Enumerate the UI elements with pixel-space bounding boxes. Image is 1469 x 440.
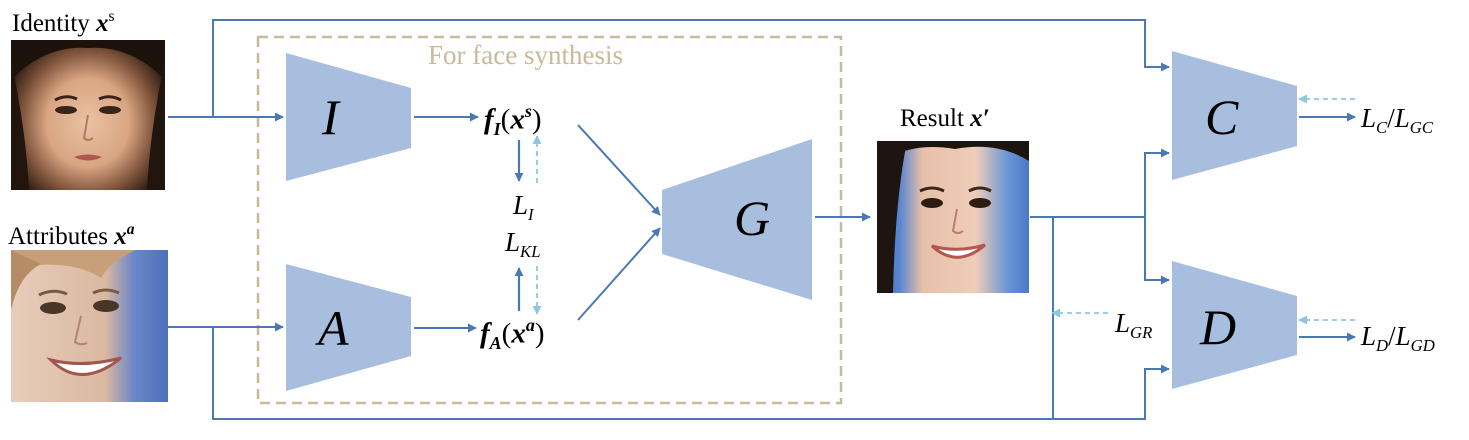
classifier-block [1172,51,1297,180]
attributes-photo [11,250,168,402]
attribute-encoder-block [286,264,411,391]
reconstruction-loss-label: LGR [1115,310,1152,342]
discriminator-loss-L1: L [1361,321,1377,351]
attribute-feature-open: ( [501,317,512,350]
identity-encoder-block [286,53,411,181]
discriminator-loss-sub2: GD [1410,335,1435,355]
identity-photo [11,40,165,190]
identity-loss-label: LI [513,192,534,224]
reconstruction-loss-sub: GR [1130,322,1153,342]
identity-to-classifier-arrow [212,19,1170,117]
discriminator-loss-slash: / [1388,321,1396,351]
identity-input-label: Identity xs [12,9,115,36]
identity-loss-L: L [513,190,529,220]
reconstruction-loss-L: L [1115,308,1131,338]
discriminator-loss-sub1: D [1376,335,1389,355]
face-synthesis-region [256,35,843,405]
attribute-to-discriminator-arrow [212,327,1170,420]
classifier-letter: C [1205,89,1239,145]
attribute-feature-f: f [480,317,490,350]
generator-letter: G [734,190,771,246]
identity-face-icon [11,40,165,190]
attributes-face-icon [11,250,136,376]
identity-feature-arg: x [510,103,525,136]
identity-symbol-sup: s [108,8,115,25]
attributes-symbol-sup: a [126,221,135,238]
identity-feature-close: ) [531,103,542,136]
classifier-loss-label: LC/LGC [1361,105,1433,137]
identity-encoder-letter: I [322,89,339,145]
identity-symbol: x [96,10,109,38]
discriminator-loss-label: LD/LGD [1361,323,1435,355]
classifier-loss-sub2: GC [1409,117,1433,137]
attributes-input-label: Attributes xa [8,222,135,249]
classifier-loss-sub1: C [1376,117,1388,137]
result-symbol: x′ [970,105,990,132]
result-face-icon [877,141,1029,293]
generator-block [662,139,812,300]
discriminator-letter: D [1200,299,1237,355]
identity-feature-f: f [484,103,494,136]
discriminator-block [1172,261,1297,389]
identity-label-text: Identity [12,10,90,38]
identity-feature-open: ( [500,103,511,136]
result-to-discriminator-arrow [1144,217,1170,285]
kl-loss-sub: KL [520,241,541,261]
identity-feature-to-generator-arrow [577,124,661,216]
attribute-feature-arg: x [511,317,526,350]
classifier-loss-slash: / [1387,103,1395,133]
identity-feature-f-sub: I [493,118,501,139]
classifier-loss-L2: L [1394,103,1410,133]
result-label-text: Result [900,105,964,132]
attribute-feature-to-generator-arrow [577,227,661,321]
attribute-feature-label: fA(xa) [480,316,545,352]
identity-feature-arg-sup: s [524,101,532,121]
attribute-encoder-letter: A [318,300,349,356]
identity-feature-label: fI(xs) [484,102,542,138]
classifier-loss-L1: L [1361,103,1377,133]
kl-loss-L: L [505,227,521,257]
discriminator-loss-L2: L [1395,321,1411,351]
attribute-feature-close: ) [534,317,545,350]
result-to-classifier-arrow [1030,148,1170,218]
kl-loss-label: LKL [505,229,541,261]
attributes-label-text: Attributes [8,223,108,251]
identity-loss-sub: I [528,204,534,224]
attribute-feature-arg-sup: a [525,315,535,335]
attributes-symbol: x [114,223,127,251]
region-title: For face synthesis [428,40,623,70]
result-label: Result x′ [900,106,990,131]
result-photo [877,141,1029,293]
attribute-feature-f-sub: A [489,332,502,353]
